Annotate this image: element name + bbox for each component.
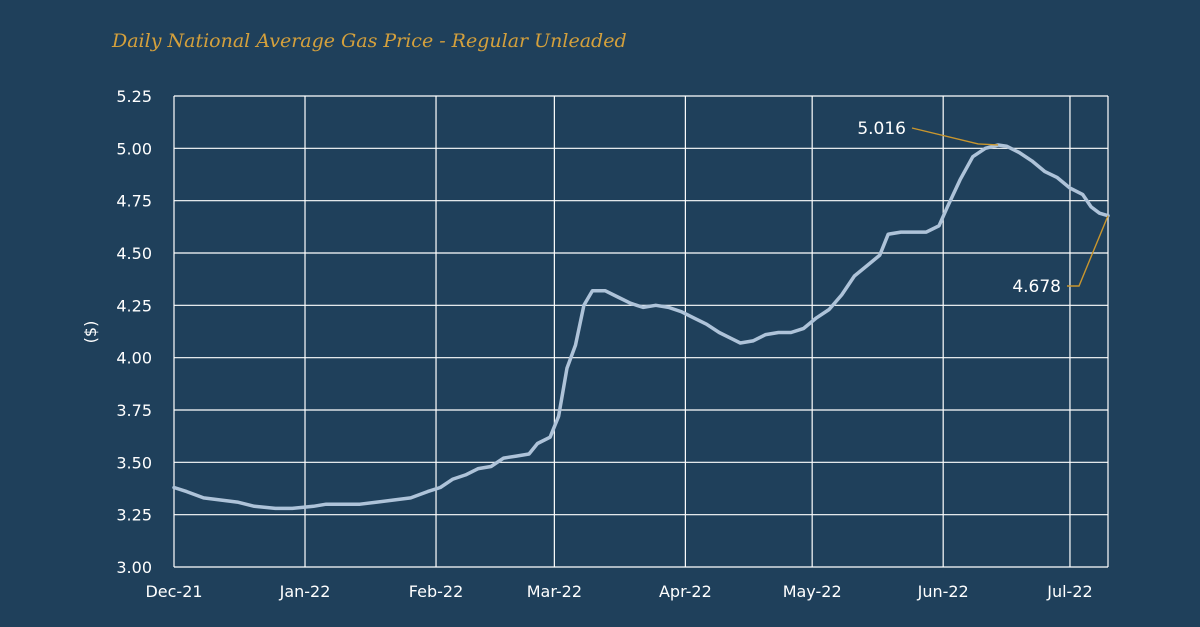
chart-title: Daily National Average Gas Price - Regul… [112, 30, 627, 52]
y-tick-label: 3.00 [116, 558, 152, 577]
x-tick-label: Apr-22 [659, 582, 712, 601]
annotation-leader-latest [1067, 215, 1109, 287]
series-layer [172, 143, 1110, 511]
annotation-label-latest: 4.678 [1012, 277, 1061, 297]
x-tick-label: May-22 [783, 582, 842, 601]
y-tick-label: 3.75 [116, 401, 152, 420]
y-tick-label: 5.00 [116, 139, 152, 158]
y-tick-label: 3.50 [116, 453, 152, 472]
axis-layer: 3.00 3.25 3.50 3.75 4.00 4.25 4.50 4.75 5.00 5.25… [116, 87, 1092, 601]
annotation-leader-peak [911, 127, 999, 146]
y-tick-label: 4.50 [116, 244, 152, 263]
x-tick-label: Jan-22 [279, 582, 331, 601]
x-tick-label: Dec-21 [145, 582, 202, 601]
y-axis-label: ($) [81, 321, 100, 344]
y-tick-label: 4.75 [116, 192, 152, 211]
x-tick-label: Jul-22 [1046, 582, 1092, 601]
y-tick-label: 4.25 [116, 296, 152, 315]
x-tick-label: Mar-22 [527, 582, 582, 601]
y-tick-label: 4.00 [116, 349, 152, 368]
y-tick-label: 3.25 [116, 506, 152, 525]
x-tick-label: Feb-22 [409, 582, 463, 601]
annotation-label-peak: 5.016 [857, 119, 906, 139]
annotation-layer: 5.016 4.678 [857, 119, 1109, 297]
x-tick-label: Jun-22 [917, 582, 969, 601]
y-tick-label: 5.25 [116, 87, 152, 106]
gas-price-series-line [172, 143, 1110, 511]
